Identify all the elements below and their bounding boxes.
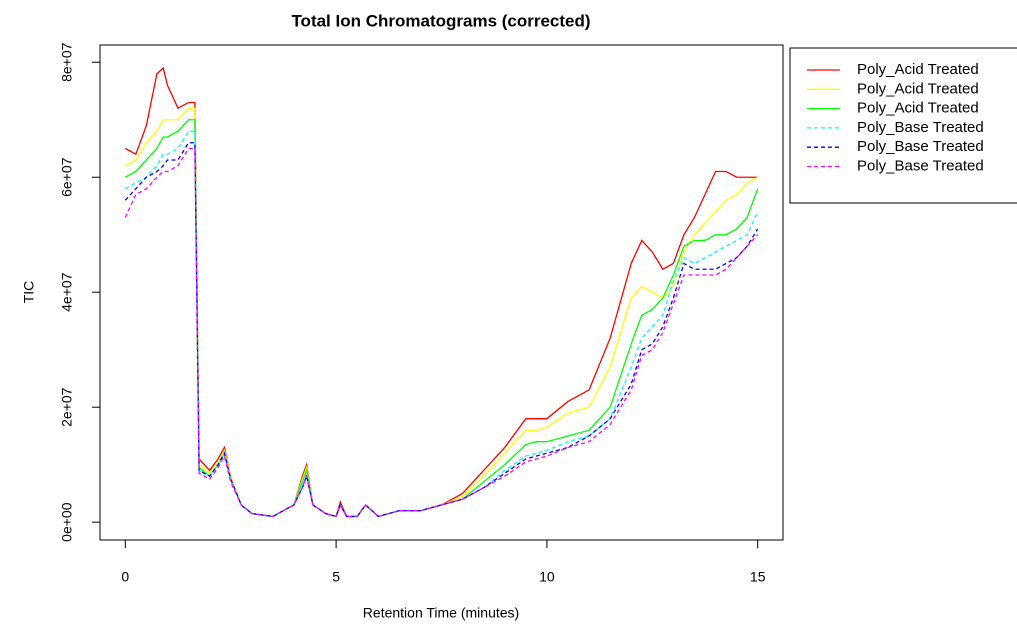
y-axis-label: TIC [21, 281, 37, 304]
series-line [124, 147, 759, 518]
series-line [124, 142, 759, 518]
chart-title: Total Ion Chromatograms (corrected) [291, 11, 590, 30]
x-axis-label: Retention Time (minutes) [363, 605, 519, 621]
legend-label: Poly_Base Treated [857, 157, 984, 174]
y-tick-label: 6e+07 [59, 157, 75, 197]
x-tick-label: 5 [332, 569, 340, 585]
y-tick-label: 8e+07 [59, 42, 75, 82]
y-tick-label: 0e+00 [59, 502, 75, 542]
x-tick-label: 0 [121, 569, 129, 585]
legend-label: Poly_Acid Treated [857, 80, 979, 97]
legend-label: Poly_Base Treated [857, 138, 984, 155]
x-tick-label: 10 [539, 569, 555, 585]
legend-box [789, 47, 1017, 204]
x-tick-label: 15 [750, 569, 766, 585]
legend-label: Poly_Base Treated [857, 119, 984, 136]
y-tick-label: 4e+07 [59, 272, 75, 312]
legend-label: Poly_Acid Treated [857, 61, 979, 78]
y-tick-label: 2e+07 [59, 387, 75, 427]
plot-frame [99, 44, 784, 541]
legend-label: Poly_Acid Treated [857, 100, 979, 117]
series-line [124, 66, 758, 518]
